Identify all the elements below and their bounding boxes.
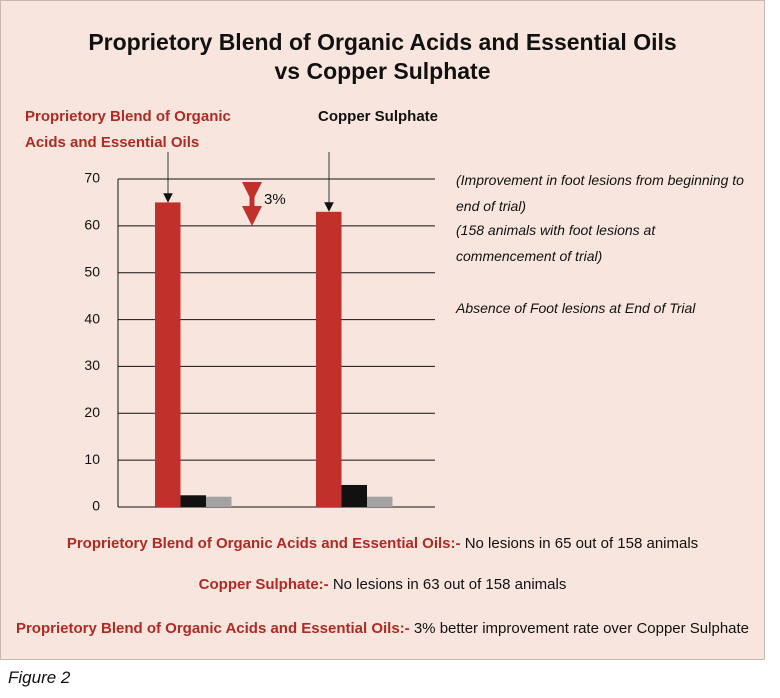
note: (158 animals with foot lesions at commen… xyxy=(456,222,656,264)
footer-label: Copper Sulphate:- xyxy=(198,576,329,593)
category-label: Copper Sulphate xyxy=(318,108,439,125)
footer-line: Proprietory Blend of Organic Acids and E… xyxy=(0,620,765,637)
footer-label: Proprietory Blend of Organic Acids and E… xyxy=(66,535,461,552)
bar xyxy=(316,211,342,508)
y-tick-label: 10 xyxy=(84,451,100,467)
y-tick-label: 0 xyxy=(92,498,100,514)
footer-text: No lesions in 63 out of 158 animals xyxy=(332,576,567,593)
y-tick-label: 30 xyxy=(84,357,100,373)
y-tick-label: 70 xyxy=(84,170,100,186)
note: Absence of Foot lesions at End of Trial xyxy=(456,300,696,316)
note: (Improvement in foot lesions from beginn… xyxy=(456,172,744,214)
footer-text: No lesions in 65 out of 158 animals xyxy=(464,535,699,552)
annotation: 3% xyxy=(264,191,286,208)
chart-title: Proprietory Blend of Organic Acids and E… xyxy=(0,28,765,86)
y-tick-label: 40 xyxy=(84,310,100,326)
footer-line: Copper Sulphate:- No lesions in 63 out o… xyxy=(0,576,765,593)
title-line: Proprietory Blend of Organic Acids and E… xyxy=(88,29,677,55)
bar xyxy=(206,496,232,507)
y-tick-label: 50 xyxy=(84,263,100,279)
bar xyxy=(155,202,181,507)
bar xyxy=(367,496,393,507)
panel xyxy=(0,0,765,660)
title-line: vs Copper Sulphate xyxy=(274,58,491,84)
footer-text: 3% better improvement rate over Copper S… xyxy=(413,620,750,637)
figure-caption: Figure 2 xyxy=(8,668,71,687)
category-label: Proprietory Blend of Organic Acids and E… xyxy=(25,108,231,151)
y-tick-label: 20 xyxy=(84,404,100,420)
bar xyxy=(180,495,206,507)
y-tick-label: 60 xyxy=(84,217,100,233)
footer-label: Proprietory Blend of Organic Acids and E… xyxy=(15,620,410,637)
bar xyxy=(341,484,367,507)
footer-line: Proprietory Blend of Organic Acids and E… xyxy=(0,535,765,552)
